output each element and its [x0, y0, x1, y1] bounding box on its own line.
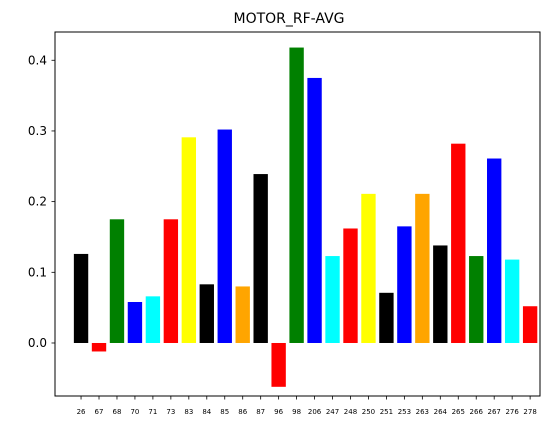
bar-68 [109, 219, 125, 343]
y-axis: 0.0 0.1 0.2 0.3 0.4 [28, 53, 55, 350]
bar-250 [361, 193, 376, 343]
bar-265 [451, 143, 466, 343]
bar-266 [469, 256, 484, 343]
xtick-label: 250 [362, 408, 375, 416]
xtick-label: 71 [148, 408, 157, 416]
bar-86 [235, 286, 250, 343]
ytick-label: 0.0 [28, 336, 47, 350]
xtick-label: 247 [326, 408, 339, 416]
bar-67 [91, 342, 107, 352]
plot-area [54, 31, 541, 397]
xtick-label: 276 [505, 408, 519, 416]
bar-71 [145, 296, 161, 343]
xtick-label: 265 [452, 408, 465, 416]
xtick-label: 86 [238, 408, 247, 416]
xtick-label: 84 [202, 408, 211, 416]
ytick-label: 0.2 [28, 195, 47, 209]
x-axis: 26 67 68 70 71 73 83 84 85 86 87 96 98 206 247 248 250 25… [77, 396, 537, 416]
bar-26 [73, 253, 89, 343]
xtick-label: 26 [77, 408, 86, 416]
bar-264 [433, 245, 448, 343]
xtick-label: 68 [113, 408, 122, 416]
bar-98 [289, 47, 304, 343]
xtick-label: 248 [344, 408, 357, 416]
ytick-label: 0.3 [28, 124, 47, 138]
bar-85 [217, 129, 232, 343]
bar-87 [253, 174, 268, 343]
xtick-label: 87 [256, 408, 265, 416]
xtick-label: 98 [292, 408, 301, 416]
xtick-label: 266 [470, 408, 484, 416]
bar-278 [522, 306, 538, 343]
bar-263 [415, 193, 430, 343]
xtick-label: 85 [220, 408, 229, 416]
xtick-label: 70 [130, 408, 139, 416]
xtick-label: 267 [488, 408, 501, 416]
bar-84 [199, 284, 214, 343]
xtick-label: 83 [184, 408, 193, 416]
xtick-label: 263 [416, 408, 429, 416]
xtick-label: 264 [434, 408, 448, 416]
xtick-label: 73 [166, 408, 175, 416]
bar-248 [343, 228, 358, 343]
ytick-label: 0.4 [28, 53, 47, 67]
xtick-label: 253 [398, 408, 411, 416]
bar-247 [325, 256, 340, 343]
bar-73 [163, 219, 179, 343]
bar-206 [307, 77, 322, 343]
ytick-label: 0.1 [28, 265, 47, 279]
bar-251 [379, 292, 394, 343]
xtick-label: 96 [274, 408, 283, 416]
xtick-label: 251 [380, 408, 393, 416]
bar-267 [487, 158, 502, 343]
bars-group [73, 47, 538, 387]
xtick-label: 278 [523, 408, 536, 416]
xtick-label: 206 [308, 408, 322, 416]
chart-title: MOTOR_RF-AVG [233, 11, 344, 27]
bar-276 [504, 259, 520, 343]
bar-83 [181, 137, 197, 343]
bar-70 [127, 301, 143, 343]
bar-253 [397, 226, 412, 343]
xtick-label: 67 [95, 408, 104, 416]
bar-96 [271, 342, 286, 387]
